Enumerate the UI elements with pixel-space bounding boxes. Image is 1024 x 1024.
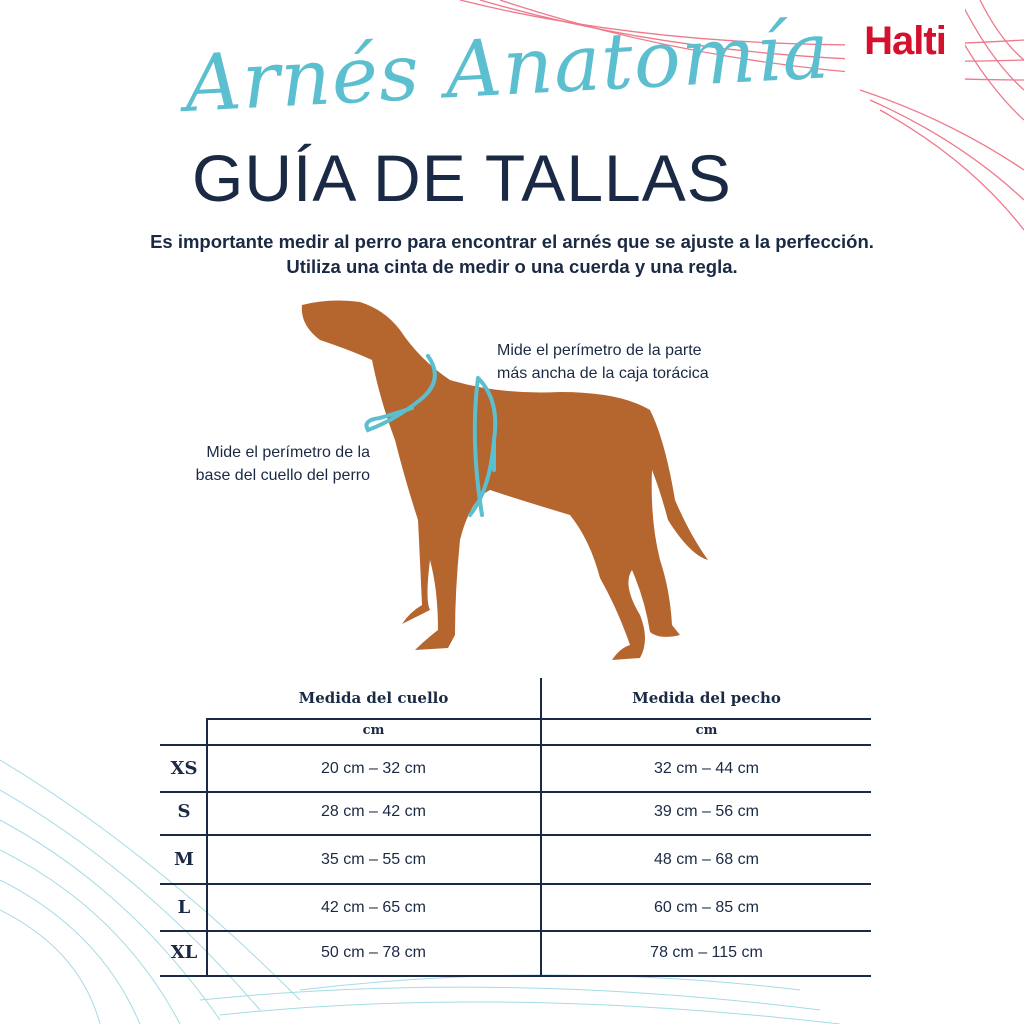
measure-arrows xyxy=(364,354,498,517)
neck-annotation-line2: base del cuello del perro xyxy=(195,467,370,484)
neck-value: 35 cm – 55 cm xyxy=(321,851,426,868)
chest-value: 48 cm – 68 cm xyxy=(654,851,759,868)
chest-annotation-line2: más ancha de la caja torácica xyxy=(497,365,709,382)
size-label: XS xyxy=(170,758,198,779)
divider xyxy=(160,834,871,836)
divider xyxy=(160,744,871,746)
page-title: GUÍA DE TALLAS xyxy=(192,141,732,215)
halti-logo: Halti xyxy=(845,0,965,82)
header-chest: Medida del pecho xyxy=(632,689,781,707)
dog-illustration xyxy=(301,300,708,660)
divider xyxy=(160,791,871,793)
dog-body xyxy=(301,300,708,660)
chest-arrow-icon xyxy=(468,376,498,517)
unit-neck: cm xyxy=(362,723,385,738)
chest-value: 60 cm – 85 cm xyxy=(654,899,759,916)
neck-annotation-line1: Mide el perímetro de la xyxy=(206,444,370,461)
unit-chest: cm xyxy=(695,723,718,738)
neck-value: 42 cm – 65 cm xyxy=(321,899,426,916)
divider xyxy=(160,883,871,885)
chest-annotation-line1: Mide el perímetro de la parte xyxy=(497,342,702,359)
chest-value: 39 cm – 56 cm xyxy=(654,803,759,820)
size-label: S xyxy=(177,801,191,822)
chest-value: 78 cm – 115 cm xyxy=(650,944,763,961)
divider xyxy=(206,718,208,976)
logo-text: Halti xyxy=(864,18,947,63)
neck-value: 50 cm – 78 cm xyxy=(321,944,426,961)
teal-wave-lines xyxy=(0,759,841,1024)
divider xyxy=(540,678,542,976)
size-label: L xyxy=(177,897,191,918)
neck-value: 28 cm – 42 cm xyxy=(321,803,426,820)
size-label: XL xyxy=(170,942,198,963)
size-label: M xyxy=(174,849,194,870)
divider xyxy=(207,718,871,720)
neck-value: 20 cm – 32 cm xyxy=(321,760,426,777)
divider xyxy=(160,975,871,977)
intro-line-2: Utiliza una cinta de medir o una cuerda … xyxy=(286,256,738,277)
divider xyxy=(160,930,871,932)
header-neck: Medida del cuello xyxy=(298,689,449,707)
neck-arrow-icon xyxy=(364,354,437,433)
chest-annotation: Mide el perímetro de la parte más ancha … xyxy=(497,339,709,385)
intro-line-1: Es importante medir al perro para encont… xyxy=(150,231,874,252)
chest-value: 32 cm – 44 cm xyxy=(654,760,759,777)
neck-annotation: Mide el perímetro de la base del cuello … xyxy=(150,441,370,487)
